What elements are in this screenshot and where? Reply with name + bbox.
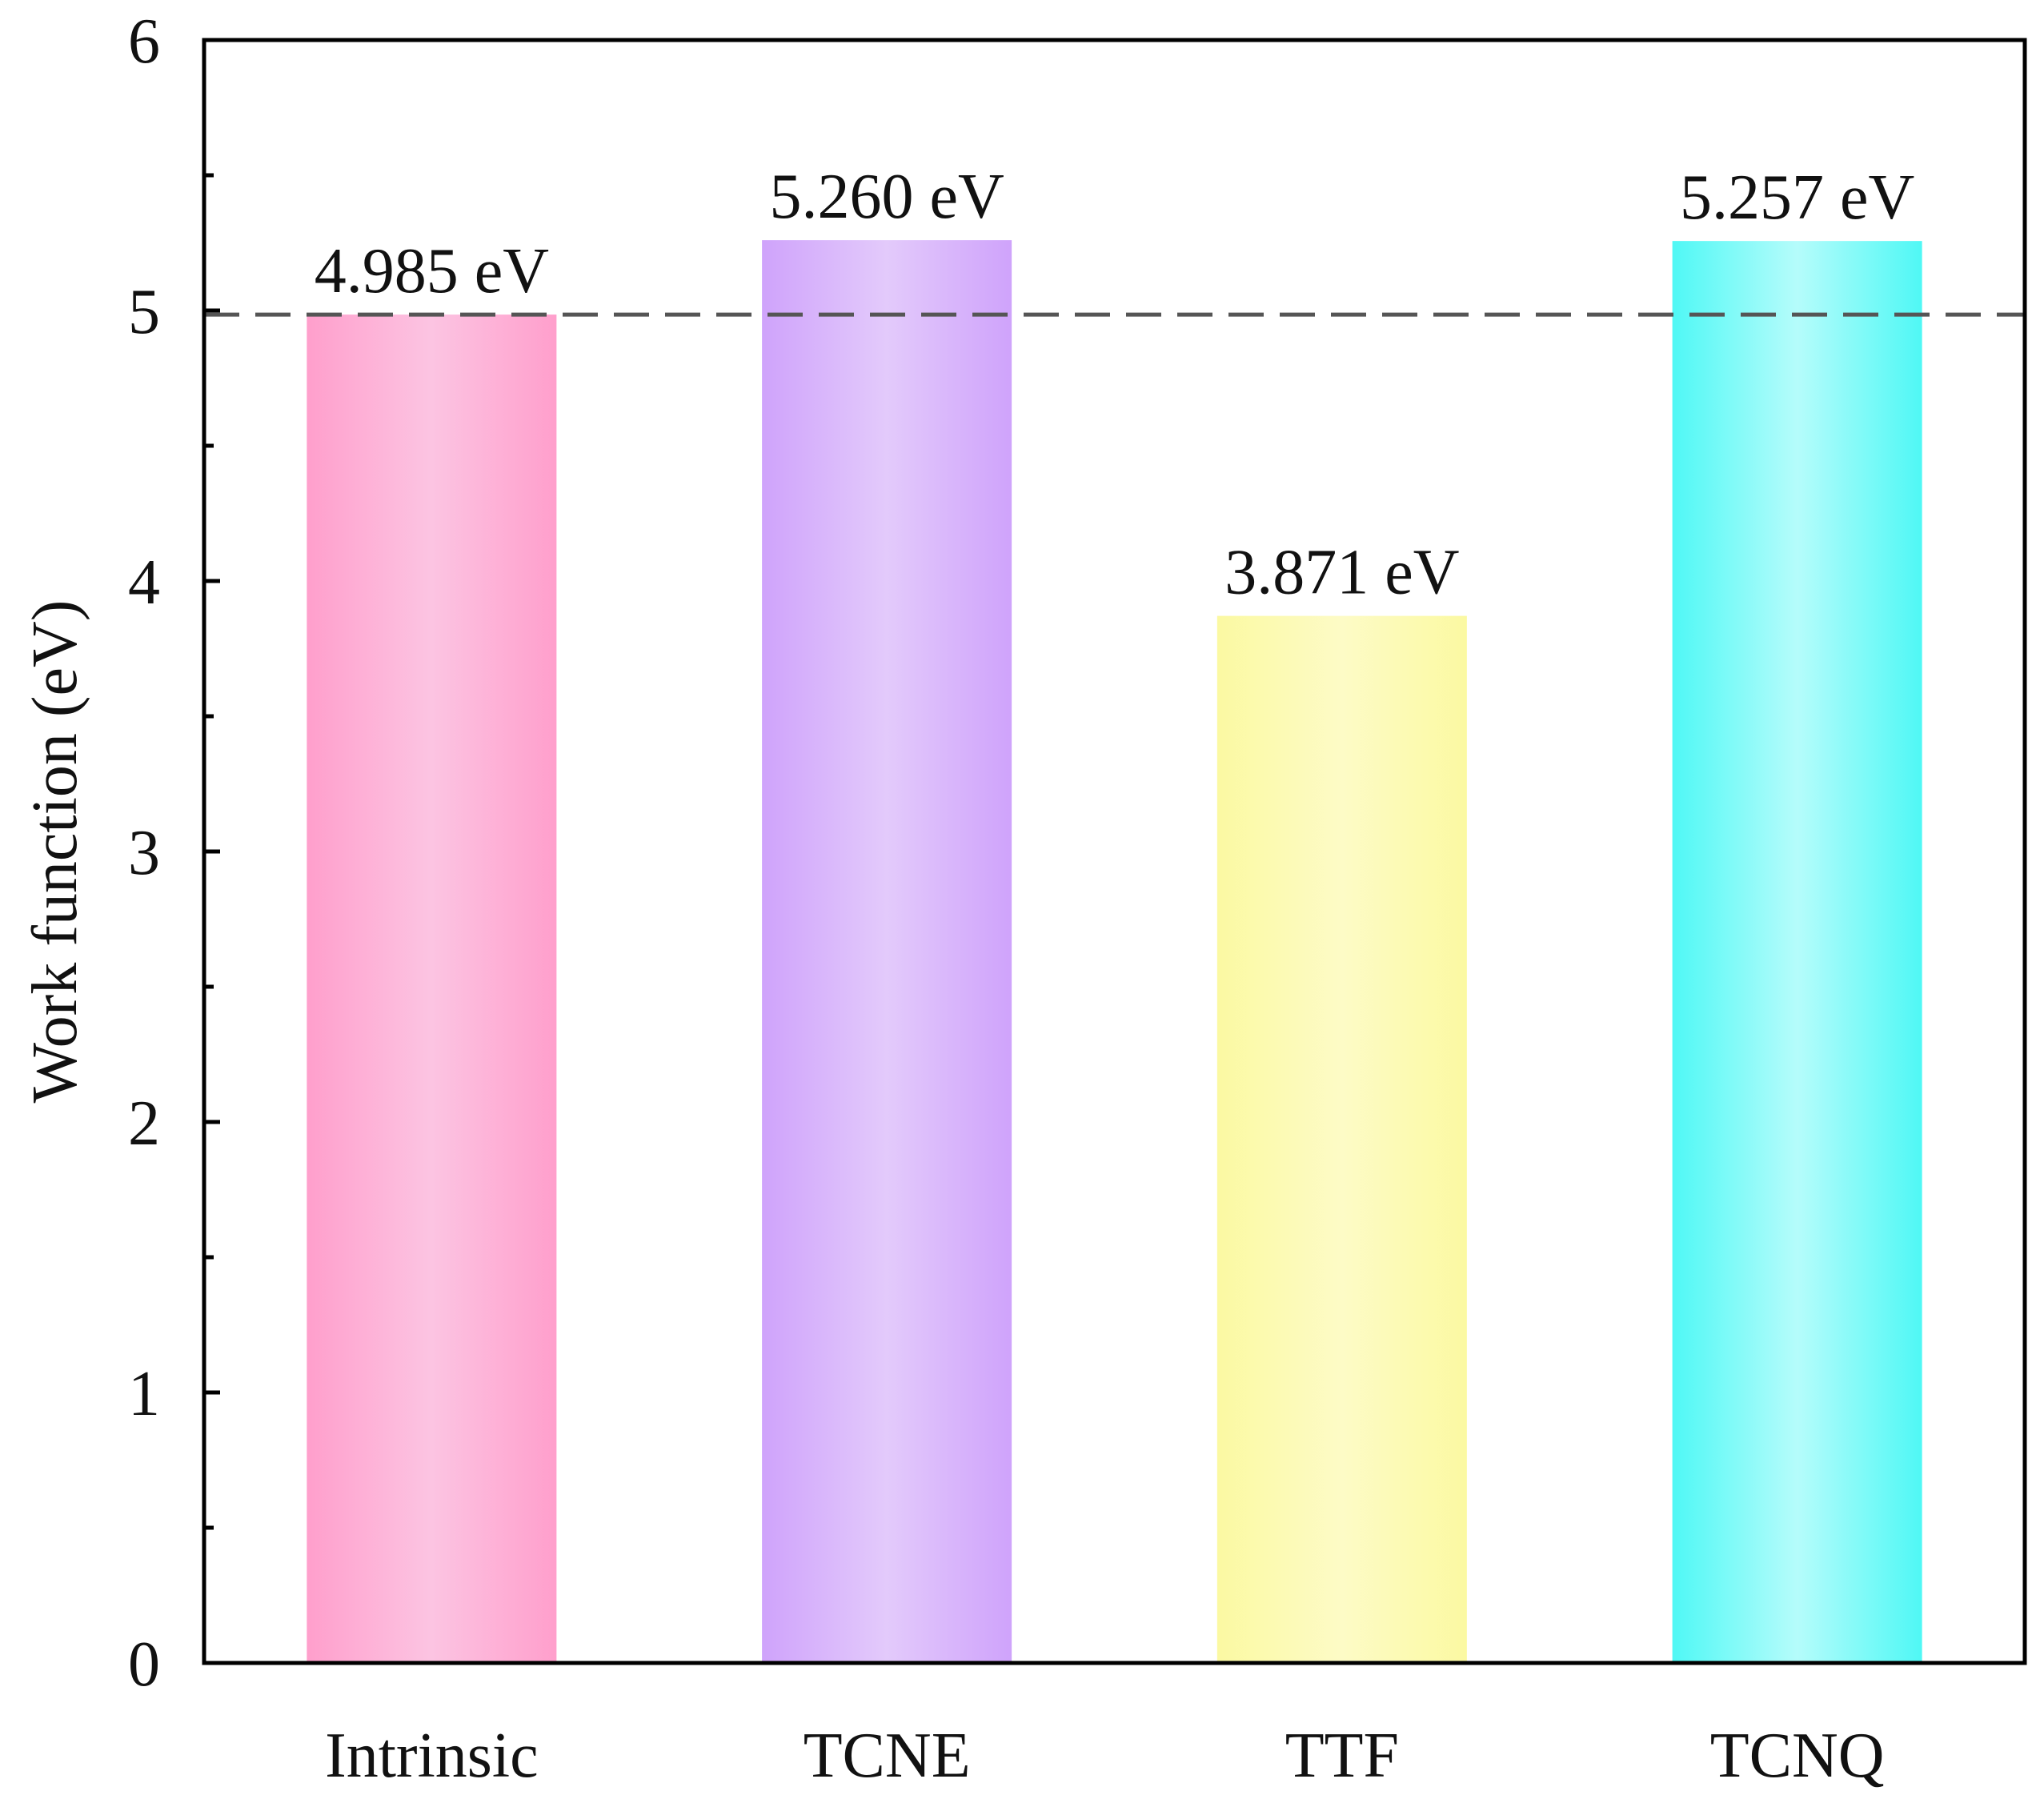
x-tick-label-ttf: TTF bbox=[1285, 1721, 1399, 1791]
axes-layer bbox=[202, 38, 2027, 1665]
labels-layer: 4.985 eV Intrinsic 5.260 eV TCNE 3.871 eV TTF… bbox=[20, 6, 1914, 1791]
data-label-intrinsic: 4.985 eV bbox=[315, 236, 549, 307]
bar-tcne bbox=[762, 240, 1012, 1663]
bar-ttf bbox=[1216, 615, 1467, 1663]
y-tick-label: 1 bbox=[128, 1359, 160, 1429]
bar-tcnq bbox=[1672, 241, 1922, 1663]
y-tick-label: 3 bbox=[128, 818, 160, 888]
x-tick-label-intrinsic: Intrinsic bbox=[325, 1721, 539, 1791]
y-tick-label: 4 bbox=[128, 547, 160, 618]
y-tick-label: 0 bbox=[128, 1629, 160, 1700]
data-label-tcne: 5.260 eV bbox=[769, 162, 1004, 232]
x-tick-label-tcnq: TCNQ bbox=[1710, 1721, 1885, 1791]
y-tick-label: 6 bbox=[128, 6, 160, 77]
y-axis-title: Work function (eV) bbox=[20, 600, 90, 1104]
bars-layer bbox=[307, 240, 1922, 1663]
data-label-ttf: 3.871 eV bbox=[1224, 538, 1459, 608]
y-tick-label: 2 bbox=[128, 1088, 160, 1159]
data-label-tcnq: 5.257 eV bbox=[1680, 162, 1914, 233]
x-tick-label-tcne: TCNE bbox=[804, 1721, 971, 1791]
y-tick-label: 5 bbox=[128, 277, 160, 347]
bar-intrinsic bbox=[307, 315, 557, 1663]
